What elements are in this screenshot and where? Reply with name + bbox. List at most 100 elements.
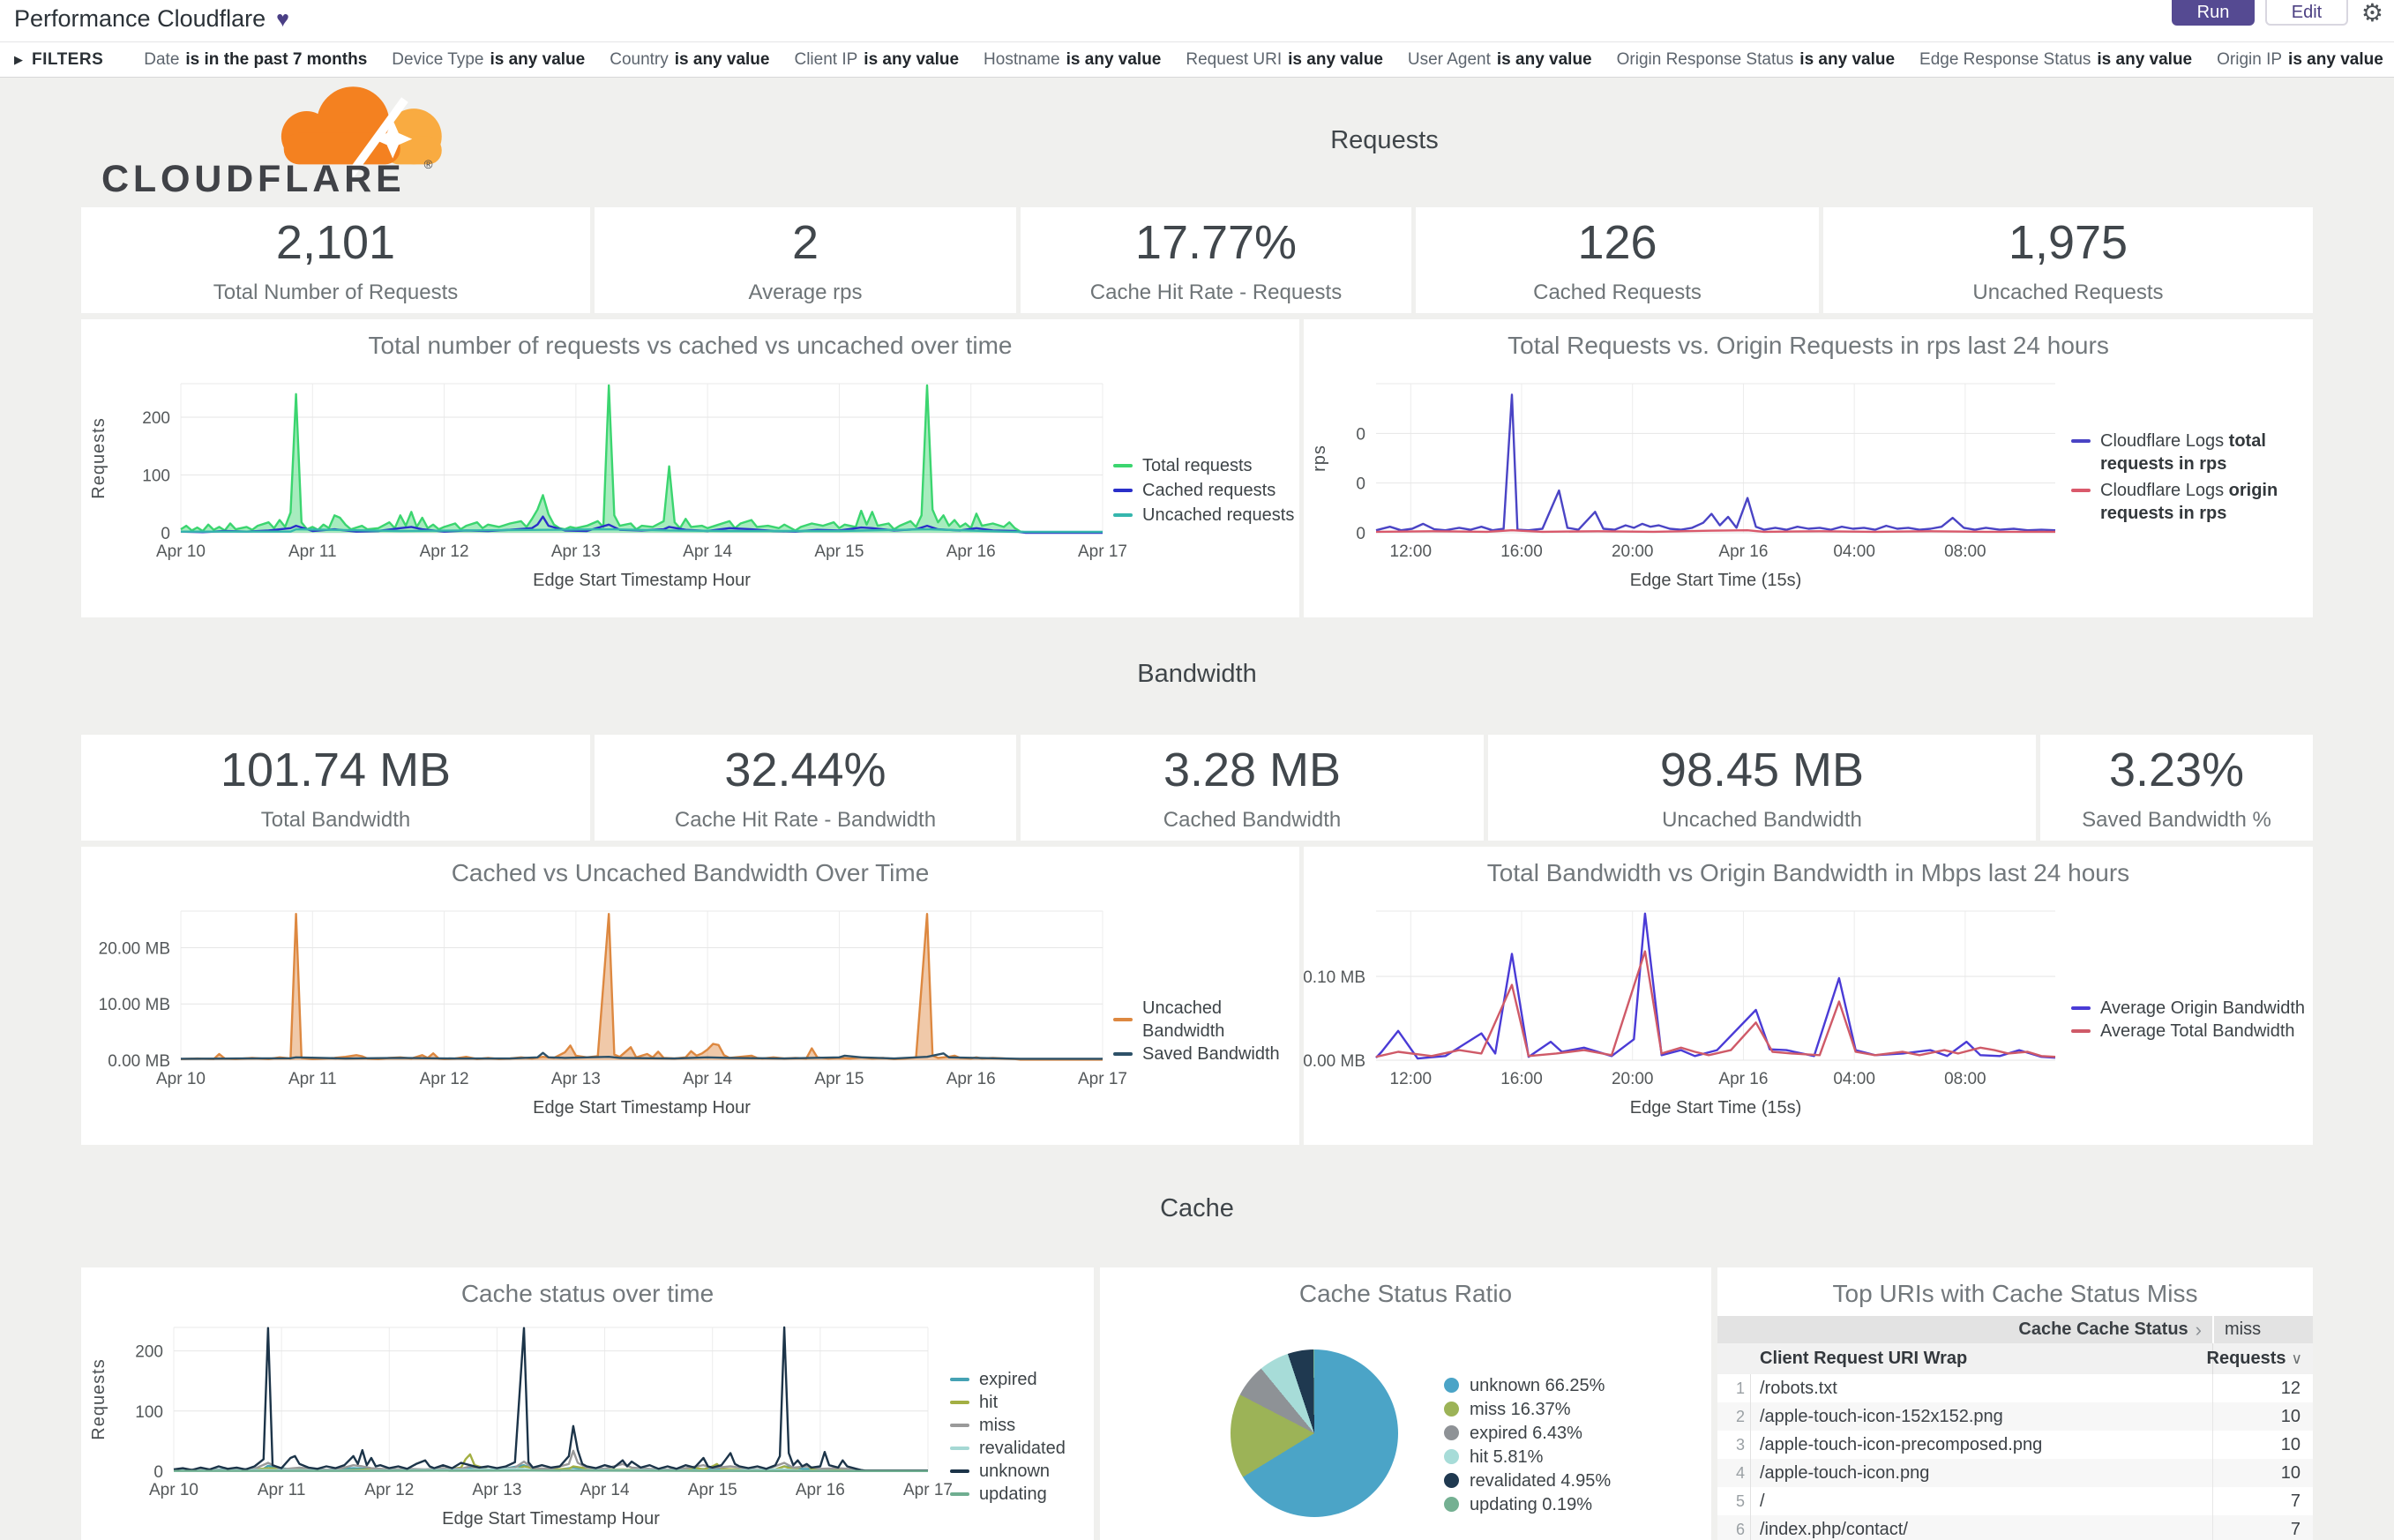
cell-requests: 7 <box>2212 1487 2313 1515</box>
legend-marker <box>1444 1378 1459 1393</box>
svg-text:20.00 MB: 20.00 MB <box>99 939 170 958</box>
svg-text:Edge Start Time (15s): Edge Start Time (15s) <box>1630 1098 1802 1118</box>
chart-cache-status-ratio[interactable]: Cache Status Ratio unknown 66.25% miss 16.… <box>1100 1267 1711 1540</box>
legend-marker <box>1113 1018 1133 1021</box>
filter-item-date[interactable]: Date is in the past 7 months <box>144 49 368 69</box>
chart-legend: Cloudflare Logs total requests in rps Clo… <box>2071 430 2300 528</box>
cell-uri: /apple-touch-icon-precomposed.png <box>1760 1434 2043 1454</box>
filter-item-request-uri[interactable]: Request URI is any value <box>1186 49 1383 69</box>
legend-marker <box>1444 1449 1459 1464</box>
svg-text:Apr 16: Apr 16 <box>796 1481 845 1499</box>
filter-item-user-agent[interactable]: User Agent is any value <box>1407 49 1592 69</box>
svg-text:Apr 10: Apr 10 <box>156 542 206 561</box>
chart-bandwidth-last-24-hours[interactable]: Total Bandwidth vs Origin Bandwidth in M… <box>1304 847 2313 1145</box>
pivot-header: Cache Cache Status › <box>1717 1316 2212 1343</box>
legend-marker <box>950 1401 969 1404</box>
table-row[interactable]: 3/apple-touch-icon-precomposed.png 10 <box>1717 1431 2313 1460</box>
table-row[interactable]: 2/apple-touch-icon-152x152.png 10 <box>1717 1402 2313 1432</box>
chart-title: Cache status over time <box>460 1280 714 1307</box>
table-row[interactable]: 6/index.php/contact/7 <box>1717 1515 2313 1540</box>
svg-text:Apr 12: Apr 12 <box>420 1070 469 1088</box>
kpi-value: 126 <box>1577 216 1657 269</box>
kpi-value: 32.44% <box>724 744 887 796</box>
row-index: 2 <box>1717 1402 1751 1431</box>
filter-item-edge-response-status[interactable]: Edge Response Status is any value <box>1919 49 2193 69</box>
svg-text:Apr 11: Apr 11 <box>288 1070 337 1088</box>
chart-title: Cache Status Ratio <box>1298 1280 1513 1307</box>
row-index: 4 <box>1717 1459 1751 1487</box>
svg-text:Apr 16: Apr 16 <box>1718 1070 1768 1088</box>
section-title-bandwidth: Bandwidth <box>1137 660 1257 688</box>
legend-label: expired <box>979 1370 1037 1389</box>
svg-text:0: 0 <box>1356 475 1365 494</box>
svg-text:Apr 15: Apr 15 <box>688 1481 737 1499</box>
cell-requests: 10 <box>2212 1459 2313 1487</box>
svg-text:Apr 16: Apr 16 <box>946 1070 996 1088</box>
cloudflare-logo: CLOUDFLARE ® <box>101 84 456 198</box>
filter-item-client-ip[interactable]: Client IP is any value <box>794 49 960 69</box>
chart-bandwidth-over-time[interactable]: Cached vs Uncached Bandwidth Over Time Ap… <box>81 847 1299 1145</box>
legend-label: Total requests <box>1142 456 1253 475</box>
svg-text:20:00: 20:00 <box>1612 542 1654 561</box>
run-button[interactable]: Run <box>2172 0 2255 26</box>
legend-label: Uncached requests <box>1142 505 1295 525</box>
legend-marker <box>1444 1425 1459 1440</box>
table-top-uris-cache-miss[interactable]: Top URIs with Cache Status Miss Cache Cac… <box>1717 1267 2313 1540</box>
kpi-value: 2,101 <box>275 216 396 269</box>
kpi-total-bandwidth: 101.74 MB Total Bandwidth <box>81 735 590 841</box>
chart-legend: Uncached Bandwidth Saved Bandwidth <box>1113 997 1299 1065</box>
filter-item-device-type[interactable]: Device Type is any value <box>392 49 586 69</box>
edit-button[interactable]: Edit <box>2265 0 2348 26</box>
chart-title: Total Requests vs. Origin Requests in rp… <box>1507 332 2109 359</box>
legend-marker <box>950 1469 969 1473</box>
legend-item: miss 16.37% <box>1444 1397 1611 1421</box>
svg-text:Apr 12: Apr 12 <box>364 1481 414 1499</box>
chart-cache-status-over-time[interactable]: Cache status over time Apr 10 Apr 11 Apr 12… <box>81 1267 1094 1540</box>
filter-item-country[interactable]: Country is any value <box>610 49 770 69</box>
table-row[interactable]: 4/apple-touch-icon.png 10 <box>1717 1459 2313 1488</box>
svg-text:Edge Start Timestamp Hour: Edge Start Timestamp Hour <box>442 1509 660 1529</box>
column-header-uri: Client Request URI Wrap <box>1760 1349 1968 1368</box>
svg-text:20:00: 20:00 <box>1612 1070 1654 1088</box>
filter-item-hostname[interactable]: Hostname is any value <box>984 49 1162 69</box>
filters-toggle[interactable]: FILTERS <box>32 49 104 69</box>
svg-text:0: 0 <box>153 1463 163 1482</box>
legend-label: updating <box>979 1484 1047 1504</box>
kpi-value: 2 <box>791 216 819 269</box>
kpi-label: Uncached Bandwidth <box>1662 808 1862 832</box>
svg-text:Apr 13: Apr 13 <box>472 1481 521 1499</box>
chart-requests-over-time[interactable]: Total number of requests vs cached vs un… <box>81 319 1299 617</box>
cell-uri: /robots.txt <box>1760 1378 1837 1398</box>
filter-item-origin-ip[interactable]: Origin IP is any value <box>2217 49 2383 69</box>
kpi-label: Total Bandwidth <box>260 808 411 832</box>
legend-item: hit <box>950 1391 1066 1414</box>
filters-expand-caret[interactable]: ▶ <box>14 52 23 66</box>
table-row[interactable]: 5 / 7 <box>1717 1487 2313 1516</box>
row-index: 3 <box>1717 1431 1751 1459</box>
legend-item: revalidated <box>950 1437 1066 1460</box>
filter-item-origin-response-status[interactable]: Origin Response Status is any value <box>1616 49 1896 69</box>
legend-item: Uncached requests <box>1113 503 1294 527</box>
kpi-cached-requests: 126 Cached Requests <box>1416 207 1819 313</box>
svg-text:100: 100 <box>142 467 170 485</box>
svg-text:0.10 MB: 0.10 MB <box>1304 968 1365 987</box>
kpi-value: 3.28 MB <box>1163 744 1342 796</box>
legend-item: Average Total Bandwidth <box>2071 1020 2305 1043</box>
svg-text:0: 0 <box>161 525 170 543</box>
legend-marker <box>1113 464 1133 467</box>
chart-legend: Total requests Cached requests Uncached re… <box>1113 453 1294 527</box>
row-index: 6 <box>1717 1515 1751 1540</box>
table-row[interactable]: 1/robots.txt 12 <box>1717 1374 2313 1403</box>
chart-rps-last-24-hours[interactable]: Total Requests vs. Origin Requests in rp… <box>1304 319 2313 617</box>
legend-marker <box>1444 1473 1459 1488</box>
gear-icon[interactable]: ⚙ <box>2360 0 2383 26</box>
svg-text:12:00: 12:00 <box>1390 1070 1433 1088</box>
svg-text:16:00: 16:00 <box>1500 542 1543 561</box>
svg-text:®: ® <box>424 158 433 171</box>
svg-text:Apr 10: Apr 10 <box>156 1070 206 1088</box>
cell-uri: / <box>1760 1491 1765 1511</box>
legend-label: Average Total Bandwidth <box>2100 1021 2295 1041</box>
legend-label: unknown 66.25% <box>1470 1375 1605 1395</box>
svg-text:0.00 MB: 0.00 MB <box>1304 1052 1365 1071</box>
chart-legend: Average Origin Bandwidth Average Total Ba… <box>2071 997 2305 1043</box>
